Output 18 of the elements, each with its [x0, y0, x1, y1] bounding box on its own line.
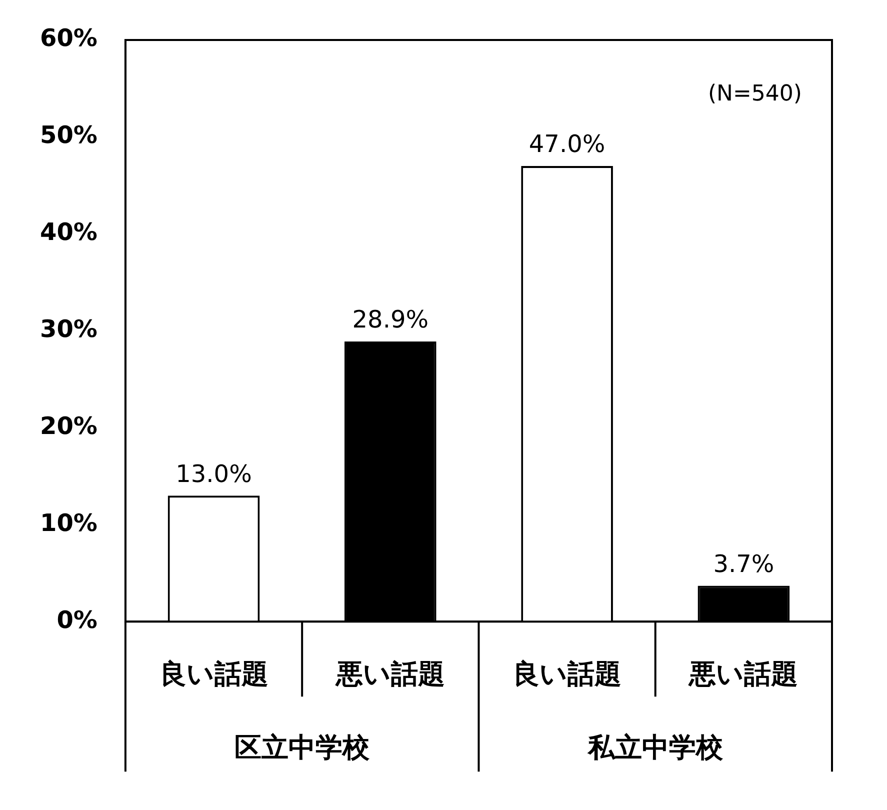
y-tick-label: 0% [56, 606, 98, 634]
x-tick-label: 悪い話題 [334, 658, 445, 690]
text: 区立中学校 [234, 732, 371, 764]
data-label: 13.0% [176, 460, 252, 488]
annotation: (N=540) [708, 82, 802, 107]
y-tick-label: 10% [40, 508, 98, 537]
x-tick-label: 良い話題 [512, 658, 622, 690]
data-label: 28.9% [352, 306, 429, 334]
text: 私立中学校 [586, 732, 724, 764]
x-tick-label: 良い話題 [159, 658, 268, 690]
y-tick-label: 30% [40, 315, 98, 344]
data-label: 47.0% [528, 130, 606, 158]
y-tick-label: 20% [40, 412, 98, 440]
y-tick-label: 40% [40, 218, 98, 246]
data-label: 3.7% [713, 550, 774, 578]
y-tick-label: 60% [40, 24, 98, 52]
y-tick-label: 50% [40, 121, 98, 150]
x-tick-label: 悪い話題 [688, 658, 798, 690]
